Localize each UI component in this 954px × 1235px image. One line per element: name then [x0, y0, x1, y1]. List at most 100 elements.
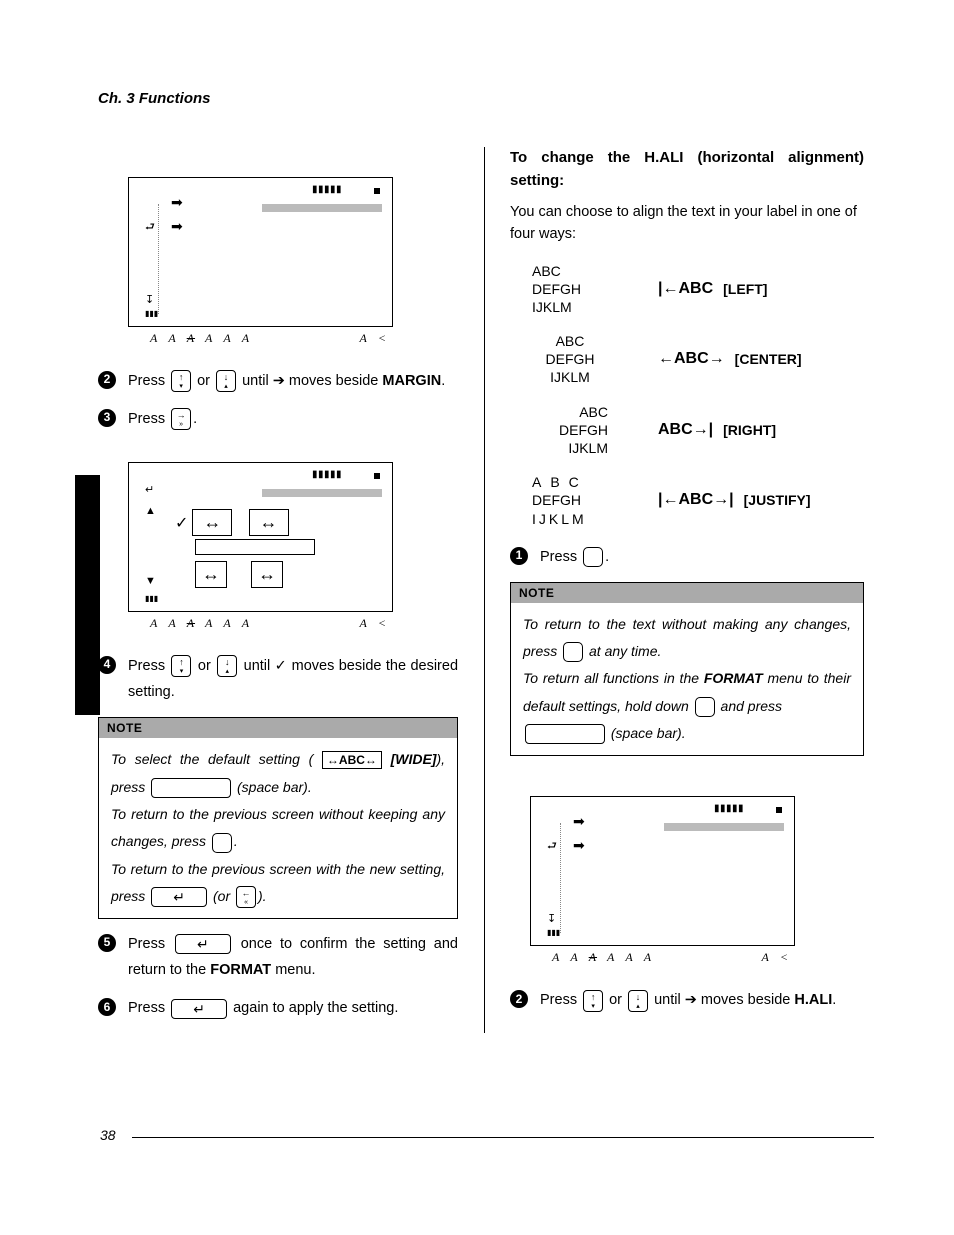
lcd-icon: A — [168, 331, 176, 346]
direction-icon: ABC→| — [658, 421, 713, 439]
right-key-icon: →» — [171, 408, 191, 430]
lcd-icon: A — [223, 616, 231, 631]
lcd-icon: < — [378, 616, 387, 631]
sample-text: DEFGH — [532, 421, 608, 439]
down-key-icon: ↓▴ — [216, 370, 236, 392]
right-column: To change the H.ALI (horizontal alignmen… — [484, 147, 864, 1033]
cancel-key-icon — [212, 833, 232, 853]
lcd-icon: A — [223, 331, 231, 346]
sample-text: DEFGH — [532, 350, 608, 368]
lcd-icon: A — [589, 950, 597, 965]
step-number-icon: 5 — [98, 934, 116, 952]
enter-key-icon — [151, 887, 207, 907]
direction-icon: |←ABC — [658, 280, 713, 298]
step-6: 6 Press again to apply the setting. — [98, 995, 458, 1021]
sample-text: ABC — [532, 262, 608, 280]
lcd-screenshot-1: ▮▮▮▮▮ ⮐ ↧ ▮▮▮ ➡ ➡ — [128, 177, 393, 348]
lcd-icon: < — [378, 331, 387, 346]
sample-text: ABC — [532, 332, 608, 350]
lcd-icon: A — [205, 616, 213, 631]
step-2: 2 Press ↑▾ or ↓▴ until ➔ moves beside MA… — [98, 368, 458, 394]
down-key-icon: ↓▴ — [217, 655, 237, 677]
enter-key-icon — [175, 934, 231, 954]
sample-text: ABC — [532, 473, 608, 491]
up-key-icon: ↑▾ — [171, 655, 191, 677]
lcd-icon: A — [168, 616, 176, 631]
lcd-icon: A — [570, 950, 578, 965]
sample-text: ABC — [532, 403, 608, 421]
sample-text: DEFGH — [532, 491, 608, 509]
lcd-icon: A — [607, 950, 615, 965]
lcd-icon: A — [150, 331, 158, 346]
sample-text: IJKLM — [532, 298, 608, 316]
option-label: [RIGHT] — [723, 422, 776, 438]
step-text: Press ↑▾ or ↓▴ until ✓ moves beside the … — [128, 653, 458, 705]
option-label: [JUSTIFY] — [744, 492, 811, 508]
lcd-icon: A — [187, 331, 195, 346]
up-key-icon: ↑▾ — [583, 990, 603, 1012]
lcd-icon: < — [780, 950, 789, 965]
sample-text: DEFGH — [532, 280, 608, 298]
sample-text: IJKLM — [532, 368, 608, 386]
page-number: 38 — [100, 1127, 116, 1143]
note-body: To select the default setting ( ↔ABC↔ [W… — [99, 738, 457, 918]
lcd-icon: A — [625, 950, 633, 965]
option-label: [CENTER] — [735, 351, 802, 367]
format-key-icon — [583, 547, 603, 567]
alignment-sample-center: ABC DEFGH IJKLM ←ABC→ [CENTER] — [532, 332, 864, 387]
note-box-right: NOTE To return to the text without makin… — [510, 582, 864, 756]
lcd-icon: A — [762, 950, 770, 965]
lcd-icon: A — [552, 950, 560, 965]
step-number-icon: 4 — [98, 656, 116, 674]
step-2-right: 2 Press ↑▾ or ↓▴ until ➔ moves beside H.… — [510, 987, 864, 1013]
sample-text: IJKLM — [532, 510, 608, 528]
step-text: Press →». — [128, 406, 458, 432]
lcd-icon: A — [644, 950, 652, 965]
step-4: 4 Press ↑▾ or ↓▴ until ✓ moves beside th… — [98, 653, 458, 705]
down-key-icon: ↓▴ — [628, 990, 648, 1012]
sample-text: IJKLM — [532, 439, 608, 457]
lcd-icon: A — [360, 616, 368, 631]
spacebar-key-icon — [151, 778, 231, 798]
step-5: 5 Press once to confirm the setting and … — [98, 931, 458, 983]
note-body: To return to the text without making any… — [511, 603, 863, 755]
step-text: Press ↑▾ or ↓▴ until ➔ moves beside MARG… — [128, 368, 458, 394]
spacebar-key-icon — [525, 724, 605, 744]
left-key-icon: ←« — [236, 886, 256, 908]
lcd-screenshot-2: ▮▮▮▮▮ ↵ ▲ ▼ ▮▮▮ ✓↔ ↔ ↔ ↔ — [128, 462, 393, 633]
step-number-icon: 6 — [98, 998, 116, 1016]
lcd-icon: A — [187, 616, 195, 631]
lcd-icon: A — [150, 616, 158, 631]
up-key-icon: ↑▾ — [171, 370, 191, 392]
step-text: Press . — [540, 544, 864, 570]
step-text: Press again to apply the setting. — [128, 995, 458, 1021]
tab-marker — [75, 475, 100, 715]
step-3: 3 Press →». — [98, 406, 458, 432]
alignment-sample-right: ABC DEFGH IJKLM ABC→| [RIGHT] — [532, 403, 864, 458]
note-title: NOTE — [511, 583, 863, 603]
lcd-screenshot-3: ▮▮▮▮▮ ⮐ ↧ ▮▮▮ ➡ ➡ — [530, 796, 795, 967]
left-column: ▮▮▮▮▮ ⮐ ↧ ▮▮▮ ➡ ➡ — [98, 147, 458, 1033]
section-title: To change the H.ALI (horizontal alignmen… — [510, 147, 864, 192]
step-1-right: 1 Press . — [510, 544, 864, 570]
alignment-sample-justify: ABC DEFGH IJKLM |←ABC→| [JUSTIFY] — [532, 473, 864, 528]
step-number-icon: 2 — [98, 371, 116, 389]
step-text: Press once to confirm the setting and re… — [128, 931, 458, 983]
page-content: Ch. 3 Functions ▮▮▮▮▮ ⮐ ↧ ▮▮▮ — [0, 0, 954, 1073]
cancel-key-icon — [563, 642, 583, 662]
note-box: NOTE To select the default setting ( ↔AB… — [98, 717, 458, 919]
lcd-icon: A — [242, 331, 250, 346]
direction-icon: ←ABC→ — [658, 350, 725, 368]
step-number-icon: 1 — [510, 547, 528, 565]
step-text: Press ↑▾ or ↓▴ until ➔ moves beside H.AL… — [540, 987, 864, 1013]
intro-text: You can choose to align the text in your… — [510, 202, 864, 246]
direction-icon: |←ABC→| — [658, 491, 734, 509]
alignment-sample-left: ABC DEFGH IJKLM |←ABC [LEFT] — [532, 262, 864, 317]
lcd-icon: A — [360, 331, 368, 346]
chapter-header: Ch. 3 Functions — [98, 90, 876, 107]
note-title: NOTE — [99, 718, 457, 738]
option-label: [LEFT] — [723, 281, 767, 297]
enter-key-icon — [171, 999, 227, 1019]
step-number-icon: 2 — [510, 990, 528, 1008]
lcd-icon: A — [205, 331, 213, 346]
